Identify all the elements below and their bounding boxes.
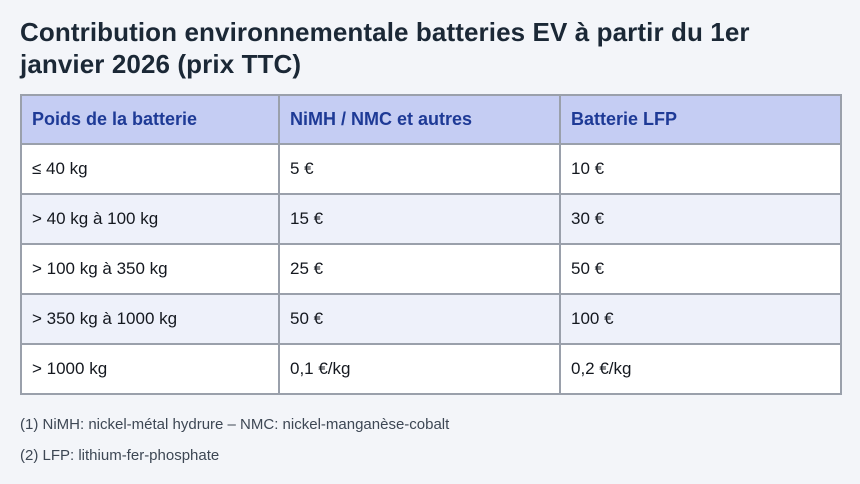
cell-lfp-price: 30 € [559, 193, 842, 246]
column-header-lfp: Batterie LFP [559, 94, 842, 146]
table-header: Poids de la batterie NiMH / NMC et autre… [20, 94, 842, 146]
table-body: ≤ 40 kg 5 € 10 € > 40 kg à 100 kg 15 € 3… [20, 143, 842, 396]
table-row: > 350 kg à 1000 kg 50 € 100 € [20, 293, 842, 346]
header-row: Poids de la batterie NiMH / NMC et autre… [20, 94, 842, 146]
cell-weight: ≤ 40 kg [20, 143, 280, 196]
cell-nimh-price: 15 € [278, 193, 561, 246]
cell-weight: > 350 kg à 1000 kg [20, 293, 280, 346]
cell-weight: > 1000 kg [20, 343, 280, 396]
cell-nimh-price: 25 € [278, 243, 561, 296]
footnote-lfp: (2) LFP: lithium-fer-phosphate [20, 446, 220, 464]
cell-weight: > 40 kg à 100 kg [20, 193, 280, 246]
cell-nimh-price: 5 € [278, 143, 561, 196]
cell-lfp-price: 50 € [559, 243, 842, 296]
page: Contribution environnementale batteries … [20, 17, 842, 467]
column-header-nimh-nmc: NiMH / NMC et autres [278, 94, 561, 146]
footnotes: (1) NiMH: nickel-métal hydrure – NMC: ni… [20, 413, 840, 467]
cell-lfp-price: 100 € [559, 293, 842, 346]
page-title: Contribution environnementale batteries … [20, 17, 750, 80]
footnote-nimh-nmc: (1) NiMH: nickel-métal hydrure – NMC: ni… [20, 416, 450, 434]
cell-lfp-price: 10 € [559, 143, 842, 196]
table-row: > 100 kg à 350 kg 25 € 50 € [20, 243, 842, 296]
table-row: ≤ 40 kg 5 € 10 € [20, 143, 842, 196]
battery-tariff-table: Poids de la batterie NiMH / NMC et autre… [20, 94, 842, 396]
table-row: > 40 kg à 100 kg 15 € 30 € [20, 193, 842, 246]
column-header-battery-weight: Poids de la batterie [20, 94, 280, 146]
cell-lfp-price: 0,2 €/kg [559, 343, 842, 396]
cell-nimh-price: 0,1 €/kg [278, 343, 561, 396]
cell-nimh-price: 50 € [278, 293, 561, 346]
table-row: > 1000 kg 0,1 €/kg 0,2 €/kg [20, 343, 842, 396]
cell-weight: > 100 kg à 350 kg [20, 243, 280, 296]
